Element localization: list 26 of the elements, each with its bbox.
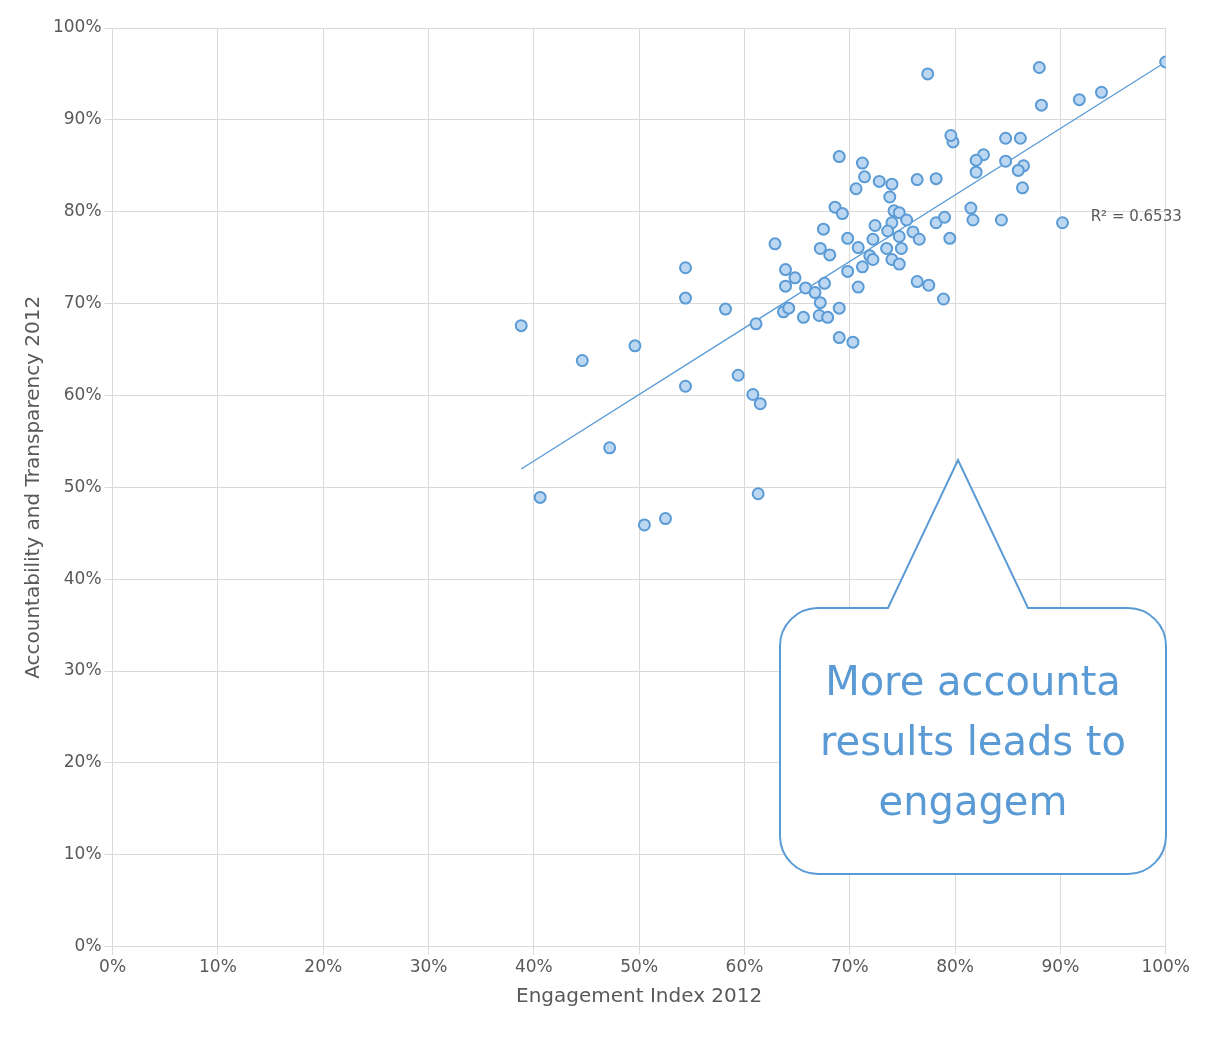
y-tick-label: 100% [52,16,102,37]
y-tick-label: 60% [63,383,102,404]
x-tick-label: 30% [409,956,448,977]
y-tick-label: 50% [63,475,102,496]
y-tick-label: 40% [63,567,102,588]
y-tick-label: 30% [63,659,102,680]
x-tick-label: 90% [1041,956,1080,977]
x-tick-label: 40% [514,956,553,977]
annotation: More accounta results leads to engagem [818,657,1128,826]
x-tick-label: 0% [99,956,127,977]
y-tick-label: 20% [63,751,102,772]
y-axis-title: Accountability and Transparency 2012 [20,295,45,679]
y-tick-label: 10% [63,843,102,864]
x-tick-label: 80% [936,956,974,977]
y-tick-label: 80% [63,200,102,221]
y-tick-label: 70% [63,292,102,312]
x-tick-label: 70% [830,956,869,977]
annotation: R² = 0.6533 [1090,206,1182,225]
x-tick-label: 10% [199,956,237,977]
y-tick-label: 0% [74,935,102,956]
x-tick-label: 100% [1141,956,1190,977]
x-tick-label: 20% [304,956,343,977]
x-axis-title: Engagement Index 2012 [516,983,763,1008]
y-tick-label: 90% [63,108,102,129]
x-tick-label: 60% [725,956,764,977]
x-tick-label: 50% [620,956,659,977]
